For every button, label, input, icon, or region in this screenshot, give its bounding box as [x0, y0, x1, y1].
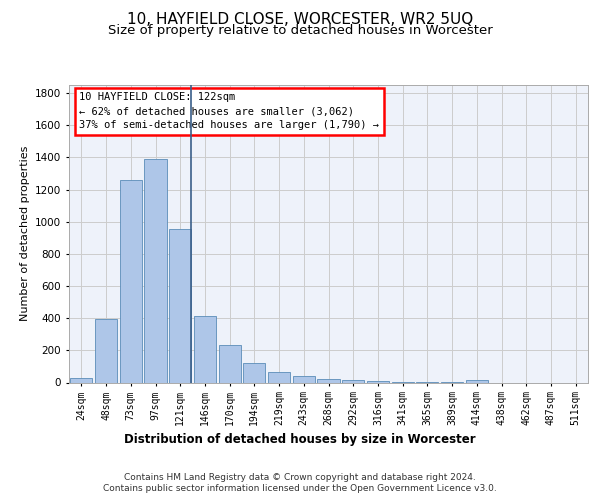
- Bar: [70, 378, 92, 382]
- Text: Contains HM Land Registry data © Crown copyright and database right 2024.: Contains HM Land Registry data © Crown c…: [124, 472, 476, 482]
- Bar: [95, 319, 117, 382]
- Bar: [243, 363, 265, 382]
- Bar: [194, 316, 216, 382]
- Bar: [145, 159, 167, 382]
- Text: Size of property relative to detached houses in Worcester: Size of property relative to detached ho…: [107, 24, 493, 37]
- Bar: [119, 180, 142, 382]
- Bar: [218, 345, 241, 383]
- Bar: [466, 380, 488, 382]
- Y-axis label: Number of detached properties: Number of detached properties: [20, 146, 29, 322]
- Bar: [268, 372, 290, 382]
- Text: Distribution of detached houses by size in Worcester: Distribution of detached houses by size …: [124, 432, 476, 446]
- Text: 10 HAYFIELD CLOSE: 122sqm
← 62% of detached houses are smaller (3,062)
37% of se: 10 HAYFIELD CLOSE: 122sqm ← 62% of detac…: [79, 92, 379, 130]
- Bar: [317, 380, 340, 382]
- Bar: [342, 380, 364, 382]
- Text: 10, HAYFIELD CLOSE, WORCESTER, WR2 5UQ: 10, HAYFIELD CLOSE, WORCESTER, WR2 5UQ: [127, 12, 473, 28]
- Bar: [367, 381, 389, 382]
- Text: Contains public sector information licensed under the Open Government Licence v3: Contains public sector information licen…: [103, 484, 497, 493]
- Bar: [293, 376, 315, 382]
- Bar: [169, 229, 191, 382]
